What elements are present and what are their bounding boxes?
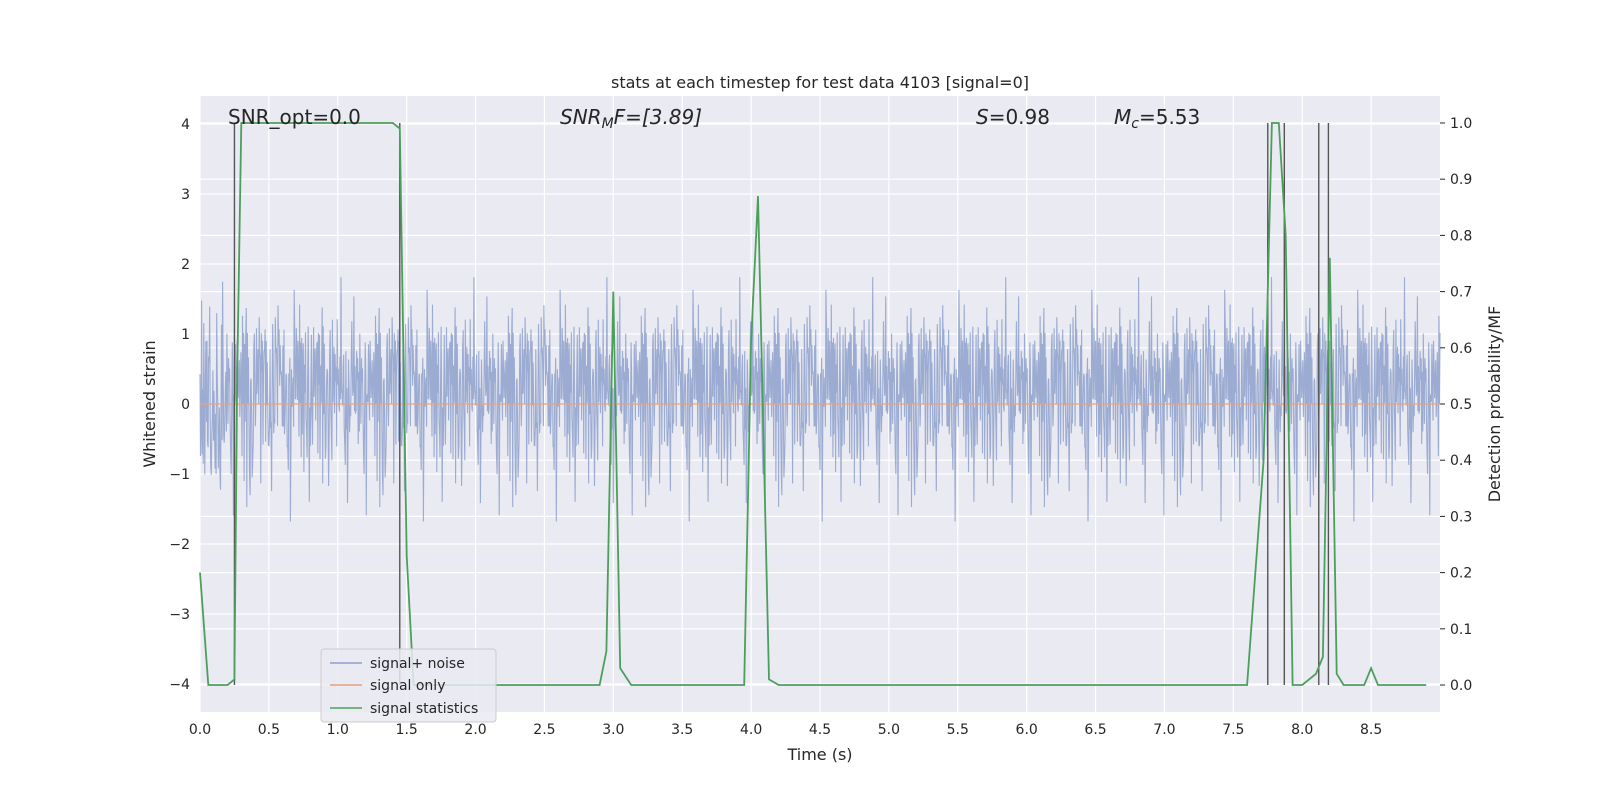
y2-tick-label: 0.1 (1450, 622, 1472, 638)
x-tick-label: 6.0 (1016, 722, 1038, 738)
mc-sub: c (1131, 116, 1139, 132)
y-tick-label: 2 (181, 257, 190, 273)
x-tick-labels: 0.0 0.5 1.0 1.5 2.0 2.5 3.0 3.5 4.0 4.5 5.0 5.5 6.0 6… (189, 722, 1382, 738)
y-tick-label: 3 (181, 187, 190, 203)
snr-mf-base: SNR (560, 105, 602, 129)
snr-mf-rest: F=[3.89] (614, 105, 702, 129)
x-axis-label: Time (s) (786, 745, 852, 764)
signal-noise-series (199, 277, 1441, 522)
x-tick-label: 4.5 (809, 722, 831, 738)
mc-annotation: Mc=5.53 (1114, 105, 1200, 132)
y-tick-label: −4 (169, 677, 190, 693)
y-tick-label: −1 (169, 467, 190, 483)
y2-tick-label: 0.7 (1450, 285, 1472, 301)
x-tick-label: 4.0 (740, 722, 762, 738)
y-tick-labels: −4 −3 −2 −1 0 1 2 3 4 (169, 117, 190, 693)
x-tick-label: 3.5 (671, 722, 693, 738)
vertical-markers (233, 122, 1330, 686)
y-tick-label: 0 (181, 397, 190, 413)
x-tick-label: 6.5 (1084, 722, 1106, 738)
x-tick-label: 8.0 (1291, 722, 1313, 738)
y2-tick-label: 0.3 (1450, 509, 1472, 525)
legend-label-signal-statistics: signal statistics (370, 701, 478, 717)
y2-tick-label: 0.8 (1450, 228, 1472, 244)
y-tick-label: −2 (169, 537, 190, 553)
x-tick-label: 1.5 (396, 722, 418, 738)
y-tick-label: −3 (169, 607, 190, 623)
x-tick-label: 7.0 (1153, 722, 1175, 738)
legend-box (320, 648, 497, 723)
legend-label-signal-noise: signal+ noise (370, 656, 465, 672)
y2-tick-labels: 0.0 0.1 0.2 0.3 0.4 0.5 0.6 0.7 0.8 0.9 1.0 (1440, 116, 1472, 694)
snr-mf-sub: M (602, 116, 614, 132)
snr-opt-annotation: SNR_opt=0.0 (228, 105, 361, 129)
x-tick-label: 2.5 (533, 722, 555, 738)
signal-statistics-line (199, 122, 1427, 686)
chart-title: stats at each timestep for test data 410… (611, 73, 1029, 92)
y2-tick-label: 0.6 (1450, 341, 1472, 357)
x-tick-label: 0.0 (189, 722, 211, 738)
y2-tick-label: 1.0 (1450, 116, 1472, 132)
y-tick-label: 1 (181, 327, 190, 343)
y2-tick-label: 0.5 (1450, 397, 1472, 413)
noise-trace (199, 277, 1441, 522)
x-tick-label: 7.5 (1222, 722, 1244, 738)
mc-base: M (1114, 105, 1131, 129)
x-tick-label: 5.0 (878, 722, 900, 738)
x-tick-label: 0.5 (258, 722, 280, 738)
s-label: S (976, 105, 989, 129)
snr-mf-annotation: SNRMF=[3.89] (560, 105, 702, 132)
s-annotation: S=0.98 (976, 105, 1050, 129)
y-tick-label: 4 (181, 117, 190, 133)
x-tick-label: 3.0 (602, 722, 624, 738)
x-tick-label: 2.0 (464, 722, 486, 738)
mc-value: =5.53 (1139, 105, 1200, 129)
legend: signal+ noise signal only signal statist… (320, 648, 497, 723)
y2-tick-label: 0.4 (1450, 453, 1472, 469)
y2-tick-label: 0.0 (1450, 678, 1472, 694)
x-tick-label: 5.5 (947, 722, 969, 738)
y2-tick-label: 0.2 (1450, 566, 1472, 582)
x-tick-label: 8.5 (1360, 722, 1382, 738)
x-tick-label: 1.0 (327, 722, 349, 738)
y2-axis-label: Detection probability/MF (1485, 306, 1504, 503)
y-axis-label: Whitened strain (140, 340, 159, 467)
y2-tick-label: 0.9 (1450, 172, 1472, 188)
s-value: =0.98 (989, 105, 1050, 129)
legend-label-signal-only: signal only (370, 678, 445, 694)
